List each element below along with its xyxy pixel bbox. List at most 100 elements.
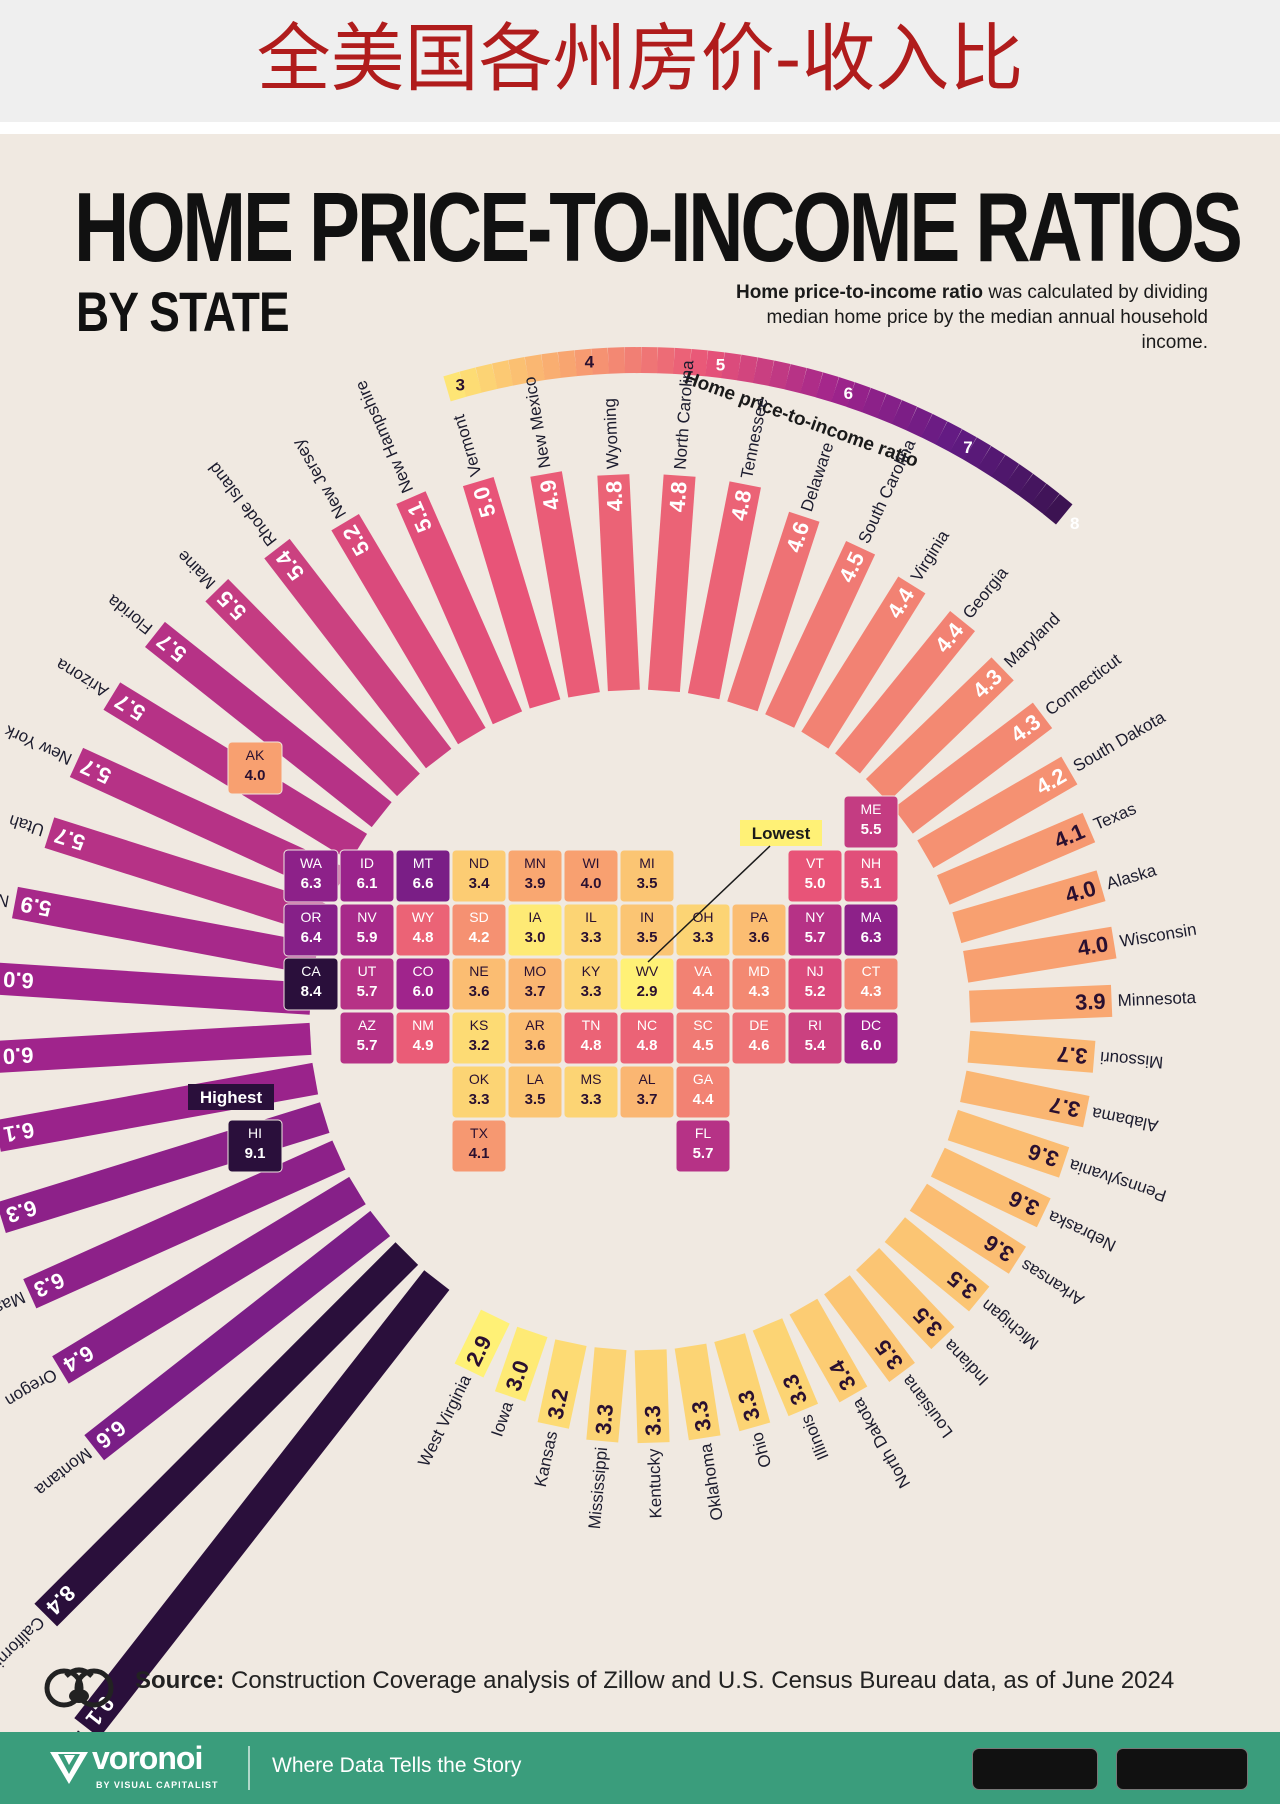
bar-value-label: 4.8 [726,488,756,523]
map-tile-code: ID [360,855,374,871]
map-tile-code: HI [248,1125,262,1141]
map-tile-shape [843,1011,899,1065]
banner-title: 全美国各州房价-收入比 [256,16,1024,102]
scale-segment [800,368,823,398]
bar-rect [74,1270,450,1738]
map-tile-wy: WY 4.8 [395,903,451,957]
map-tile-code: IN [640,909,654,925]
bar-state-label: Vermont [449,412,485,478]
scale-segment [861,387,887,418]
bar-rect [462,476,561,709]
map-tile-shape [787,903,843,957]
bar-rect [909,1183,1027,1274]
map-tile-shape [451,1119,507,1173]
map-tile-wa: WA 6.3 [283,849,339,903]
bar-value-label: 3.3 [687,1399,716,1433]
map-tile-oh: OH 3.3 [675,903,731,957]
bar-rect [969,984,1113,1023]
map-tile-az: AZ 5.7 [339,1011,395,1065]
scale-segment [949,429,977,460]
source-note: Source: Construction Coverage analysis o… [135,1667,1174,1695]
map-tile-sd: SD 4.2 [451,903,507,957]
bar-mn: 3.9 Minnesota [969,984,1197,1023]
map-tile-code: MI [639,855,655,871]
map-tile-value: 3.3 [581,1091,602,1108]
bar-rect [84,1210,391,1461]
bar-state-label: Louisiana [898,1371,957,1441]
bar-value-label: 4.0 [1076,931,1110,961]
map-tile-value: 3.6 [469,983,490,1000]
map-tile-dc: DC 6.0 [843,1011,899,1065]
voronoi-logo-icon [50,1752,88,1784]
map-tile-shape [675,957,731,1011]
scale-segment [524,354,546,383]
method-note: Home price-to-income ratio was calculate… [720,280,1208,355]
scale-segment [876,393,902,425]
map-tile-nd: ND 3.4 [451,849,507,903]
map-tile-shape [283,849,339,903]
bar-state-label: North Dakota [848,1395,914,1492]
map-tile-value: 5.7 [357,983,378,1000]
map-tile-tn: TN 4.8 [563,1011,619,1065]
map-tile-shape [619,1065,675,1119]
scale-segment [935,421,963,453]
map-tile-shape [563,1065,619,1119]
map-tile-value: 3.5 [525,1091,546,1108]
bar-state-label: Wisconsin [1118,920,1198,951]
bar-value-label: 6.0 [2,967,34,994]
map-tile-shape [283,957,339,1011]
bar-rect [264,538,452,769]
map-tile-ma: MA 6.3 [843,903,899,957]
map-tile-shape [787,849,843,903]
map-tile-code: OR [301,909,322,925]
bar-rect [52,1176,366,1384]
bar-ky: 3.3 Kentucky [634,1349,670,1519]
google-play-badge[interactable] [1116,1748,1248,1790]
bar-rect [765,541,876,728]
map-tile-code: ME [861,801,882,817]
map-tile-shape [843,795,899,849]
map-tile-value: 4.3 [749,983,770,1000]
app-store-badge[interactable] [972,1748,1098,1790]
map-tile-code: WI [582,855,599,871]
map-tile-shape [339,957,395,1011]
scale-segment [689,348,708,377]
map-tile-shape [563,903,619,957]
map-tile-value: 4.8 [413,929,434,946]
map-tile-code: IL [585,909,597,925]
map-tile-wv: WV 2.9 [619,957,675,1011]
map-tile-value: 6.4 [301,929,323,946]
map-tile-code: NV [357,909,377,925]
map-tile-value: 3.5 [637,929,658,946]
bar-state-label: Arkansas [1017,1255,1087,1309]
map-tile-shape [731,1011,787,1065]
map-tile-value: 6.0 [413,983,434,1000]
bar-rect [674,1343,721,1441]
bar-rect [23,1140,346,1309]
map-tile-mt: MT 6.6 [395,849,451,903]
bar-rect [597,474,640,692]
map-tile-code: AL [638,1071,655,1087]
bar-rect [917,756,1078,869]
scale-segment [1004,464,1033,495]
map-tile-code: ND [469,855,489,871]
map-tile-co: CO 6.0 [395,957,451,1011]
map-tile-code: MO [524,963,547,979]
bar-rect [960,1070,1090,1128]
scale-segment [963,437,992,469]
map-tile-shape [395,903,451,957]
map-tile-code: CO [413,963,434,979]
map-tile-shape [283,903,339,957]
map-tile-shape [619,849,675,903]
map-tile-value: 5.7 [805,929,826,946]
banner: 全美国各州房价-收入比 [0,0,1280,134]
lowest-callout-box [740,820,822,846]
map-tile-code: KS [470,1017,489,1033]
scale-segment [891,400,918,431]
bar-state-label: North Carolina [671,359,698,470]
map-tile-code: NJ [806,963,823,979]
map-tile-value: 5.4 [805,1037,827,1054]
map-tile-value: 3.0 [525,929,546,946]
bar-state-label: Indiana [940,1335,993,1389]
map-tile-value: 8.4 [301,983,323,1000]
